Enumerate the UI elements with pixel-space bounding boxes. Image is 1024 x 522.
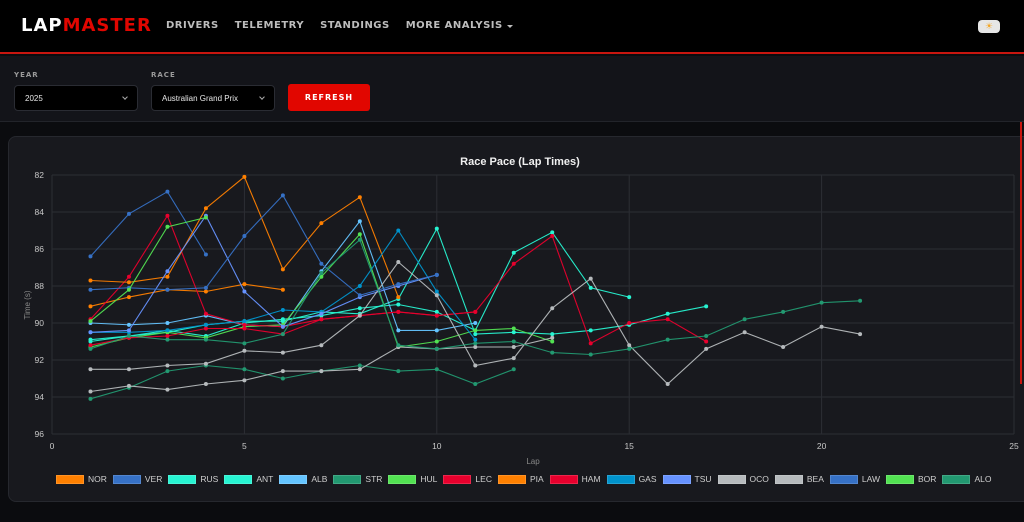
nav-standings-label: STANDINGS bbox=[320, 20, 390, 31]
legend-item-str[interactable]: STR bbox=[333, 474, 382, 484]
navbar: LAPMASTER DRIVERS TELEMETRY STANDINGS MO… bbox=[0, 0, 1024, 54]
legend-label: RUS bbox=[200, 474, 219, 484]
nav-more-analysis-label: MORE ANALYSIS bbox=[405, 20, 503, 31]
theme-toggle-button[interactable]: ☀ bbox=[978, 20, 1000, 33]
legend-label: ANT bbox=[256, 474, 274, 484]
filter-bar: YEAR 2025 RACE Australian Grand Prix REF… bbox=[0, 56, 1024, 122]
legend-item-hul[interactable]: HUL bbox=[388, 474, 437, 484]
legend-item-alo[interactable]: ALO bbox=[942, 474, 991, 484]
nav-drivers[interactable]: DRIVERS bbox=[166, 20, 219, 31]
scroll-indicator bbox=[1020, 122, 1022, 384]
legend-swatch bbox=[829, 474, 858, 484]
nav-more-analysis-dropdown[interactable]: MORE ANALYSIS bbox=[406, 20, 513, 31]
legend-label: STR bbox=[365, 474, 383, 484]
legend-label: BOR bbox=[918, 474, 937, 484]
legend-swatch bbox=[56, 474, 84, 484]
refresh-button[interactable]: REFRESH bbox=[288, 84, 370, 111]
chevron-down-icon bbox=[259, 94, 265, 100]
nav-drivers-label: DRIVERS bbox=[166, 20, 219, 31]
legend-item-rus[interactable]: RUS bbox=[168, 474, 218, 484]
legend-swatch bbox=[717, 474, 746, 484]
legend-swatch bbox=[942, 474, 971, 484]
race-select[interactable]: Australian Grand Prix bbox=[151, 85, 275, 111]
legend-item-bea[interactable]: BEA bbox=[774, 474, 824, 484]
legend-item-law[interactable]: LAW bbox=[829, 474, 881, 484]
legend-label: ALO bbox=[974, 474, 992, 484]
legend-label: LEC bbox=[475, 474, 492, 484]
legend-item-alb[interactable]: ALB bbox=[279, 474, 327, 484]
legend-label: VER bbox=[144, 474, 163, 484]
legend-swatch bbox=[224, 474, 253, 484]
legend-swatch bbox=[112, 474, 141, 484]
main-nav: DRIVERS TELEMETRY STANDINGS MORE ANALYSI… bbox=[166, 20, 513, 31]
legend-swatch bbox=[168, 474, 197, 484]
legend-label: HUL bbox=[420, 474, 438, 484]
legend-label: HAM bbox=[581, 474, 601, 484]
caret-down-icon bbox=[506, 24, 513, 28]
legend-swatch bbox=[279, 474, 308, 484]
logo-text-master: MASTER bbox=[62, 15, 152, 36]
legend-swatch bbox=[388, 474, 417, 484]
legend-swatch bbox=[774, 474, 803, 484]
legend-item-ant[interactable]: ANT bbox=[224, 474, 273, 484]
race-label: RACE bbox=[151, 71, 176, 79]
legend-swatch bbox=[443, 474, 472, 484]
legend-item-pia[interactable]: PIA bbox=[497, 474, 544, 484]
legend-swatch bbox=[333, 474, 362, 484]
legend-item-oco[interactable]: OCO bbox=[717, 474, 769, 484]
legend-item-nor[interactable]: NOR bbox=[56, 474, 107, 484]
legend-item-gas[interactable]: GAS bbox=[606, 474, 657, 484]
legend-label: PIA bbox=[529, 474, 544, 484]
year-select-value: 2025 bbox=[25, 93, 43, 103]
race-pace-chart-card bbox=[8, 136, 1024, 502]
year-select[interactable]: 2025 bbox=[14, 85, 138, 111]
year-label: YEAR bbox=[14, 71, 39, 79]
legend-item-ver[interactable]: VER bbox=[112, 474, 163, 484]
legend-swatch bbox=[606, 474, 635, 484]
legend-item-ham[interactable]: HAM bbox=[549, 474, 601, 484]
chevron-down-icon bbox=[122, 94, 128, 100]
legend-swatch bbox=[886, 474, 915, 484]
legend-swatch bbox=[662, 474, 691, 484]
legend-label: LAW bbox=[861, 474, 881, 484]
legend-label: ALB bbox=[311, 474, 328, 484]
nav-telemetry[interactable]: TELEMETRY bbox=[235, 20, 304, 31]
legend-item-bor[interactable]: BOR bbox=[886, 474, 936, 484]
legend-item-tsu[interactable]: TSU bbox=[662, 474, 712, 484]
race-select-value: Australian Grand Prix bbox=[162, 93, 239, 103]
legend-label: NOR bbox=[88, 474, 107, 484]
legend-swatch bbox=[497, 474, 526, 484]
legend-item-lec[interactable]: LEC bbox=[443, 474, 492, 484]
sun-icon: ☀ bbox=[984, 21, 994, 31]
logo[interactable]: LAPMASTER bbox=[21, 15, 152, 36]
legend-label: BEA bbox=[806, 474, 824, 484]
nav-standings[interactable]: STANDINGS bbox=[320, 20, 390, 31]
legend-label: TSU bbox=[694, 474, 712, 484]
nav-telemetry-label: TELEMETRY bbox=[234, 20, 305, 31]
legend-swatch bbox=[549, 474, 578, 484]
legend-label: GAS bbox=[638, 474, 657, 484]
chart-legend: NOR VER RUS ANT ALB STR HUL LEC PIA HAM GAS TSU OCO B… bbox=[56, 474, 997, 484]
legend-label: OCO bbox=[749, 474, 769, 484]
logo-text-lap: LAP bbox=[21, 15, 63, 36]
